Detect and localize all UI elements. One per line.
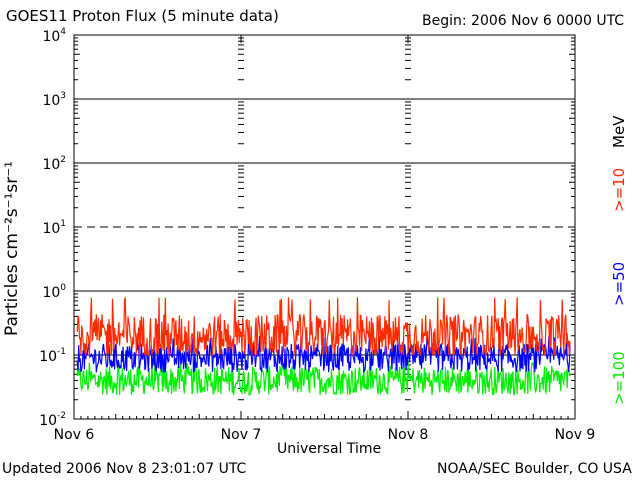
- x-tick-label: Nov 9: [555, 427, 596, 443]
- series-line-ge100: [76, 361, 571, 396]
- y-tick-label: 10-2: [39, 411, 66, 429]
- x-axis-label: Universal Time: [277, 441, 382, 457]
- series-line-ge50: [76, 335, 571, 373]
- credit-label: NOAA/SEC Boulder, CO USA: [437, 461, 632, 477]
- x-tick-label: Nov 6: [54, 427, 95, 443]
- y-axis-label: Particles cm⁻²s⁻¹sr⁻¹: [2, 160, 22, 336]
- legend-series-100: >=100: [610, 351, 628, 405]
- y-tick-label: 104: [42, 27, 66, 45]
- y-tick-label: 101: [42, 219, 66, 237]
- y-axis-label-text: Particles cm⁻²s⁻¹sr⁻¹: [2, 160, 22, 336]
- x-tick-label: Nov 7: [221, 427, 262, 443]
- legend-unit: MeV: [610, 115, 628, 148]
- legend-series-50: >=50: [610, 261, 628, 306]
- y-tick-label: 103: [42, 91, 66, 109]
- series-line-ge10: [76, 296, 571, 357]
- legend-series-10: >=10: [610, 167, 628, 212]
- begin-label: Begin: 2006 Nov 6 0000 UTC: [422, 13, 625, 29]
- x-tick-label: Nov 8: [388, 427, 429, 443]
- y-tick-label: 102: [42, 155, 66, 173]
- updated-label: Updated 2006 Nov 8 23:01:07 UTC: [2, 461, 247, 477]
- y-tick-label: 10-1: [39, 347, 66, 365]
- chart-title: GOES11 Proton Flux (5 minute data): [6, 7, 279, 25]
- y-tick-label: 100: [42, 283, 66, 301]
